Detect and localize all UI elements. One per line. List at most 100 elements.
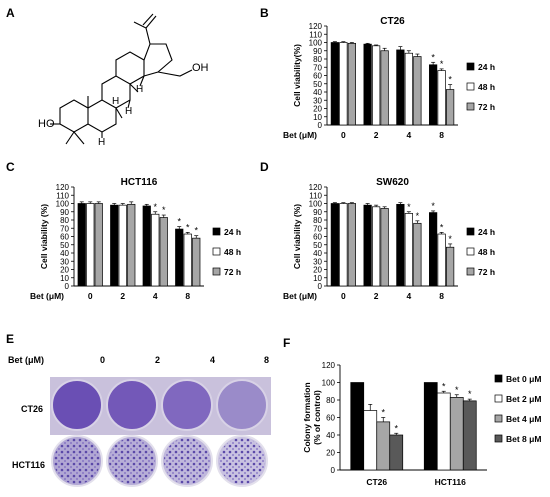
panel-letter-c: C	[6, 160, 15, 174]
chart-f-legend-swatch	[494, 394, 503, 403]
chart-b-ylabel: Cell viability(%)	[292, 44, 302, 107]
chart-f-bar	[363, 410, 378, 471]
dose-2: 2	[155, 355, 161, 365]
chart-b-ytick-label: 80	[313, 55, 322, 64]
panel-letter-b: B	[260, 6, 269, 20]
dose-label: Bet (μM)	[8, 355, 44, 365]
chart-f-bar	[436, 392, 451, 471]
dose-8: 8	[264, 355, 270, 365]
chart-c-legend-swatch	[212, 267, 221, 276]
chart-b-ytick-label: 110	[309, 30, 322, 39]
chart-c-legend-swatch	[212, 227, 221, 236]
plate-ct26-0	[51, 379, 103, 431]
chart-c-ytick-label: 10	[60, 274, 69, 283]
chart-c-ytick-label: 40	[60, 249, 69, 258]
chart-f-legend-swatch	[494, 374, 503, 383]
plate-hct116-4	[161, 435, 213, 487]
chart-f-significance-star: *	[468, 389, 472, 399]
chart-c-ytick-label: 20	[60, 266, 69, 275]
atom-label-h-2: H	[112, 96, 120, 107]
chart-f-ytick-label: 80	[326, 396, 335, 405]
chart-b-ytick-label: 40	[313, 88, 322, 97]
chart-f-bar	[350, 382, 365, 471]
chart-c-legend-label: 48 h	[224, 247, 241, 257]
chart-d-xlabel: Bet (μM)	[283, 291, 317, 301]
panel-letter-f: F	[283, 336, 291, 350]
chart-d-ytick-label: 90	[313, 208, 322, 217]
chart-d-significance-star: *	[431, 201, 435, 211]
chart-b-ytick-label: 0	[318, 121, 323, 130]
chart-d-ytick-label: 120	[309, 183, 323, 192]
chart-d-ylabel: Cell viability (%)	[292, 204, 302, 269]
atom-label-h-3: H	[125, 106, 133, 117]
chart-d-legend-swatch	[466, 227, 475, 236]
chart-d-ytick-label: 40	[313, 249, 322, 258]
chart-d-legend-label: 72 h	[478, 267, 495, 277]
chart-f-bar	[376, 421, 391, 471]
chart-d-ytick-label: 80	[313, 216, 322, 225]
chart-c-ytick-label: 110	[56, 191, 69, 200]
chart-b-xlabel: Bet (μM)	[283, 130, 317, 140]
panel-letter-d: D	[260, 160, 269, 174]
chart-f-legend-label: Bet 8 μM	[506, 434, 541, 444]
chart-d-ytick-label: 60	[313, 233, 322, 242]
chart-c-title: HCT116	[121, 177, 158, 188]
chart-c-xlabel: Bet (μM)	[30, 291, 64, 301]
chart-c-significance-star: *	[153, 202, 157, 212]
chart-b-category-label: 2	[374, 130, 379, 140]
plate-ct26-2	[106, 379, 158, 431]
chart-d-ytick-label: 0	[318, 282, 323, 291]
chart-f-bar	[462, 400, 477, 471]
chart-b-significance-star: *	[431, 52, 435, 62]
atom-label-h-4: H	[136, 84, 144, 95]
chart-c-legend-label: 24 h	[224, 227, 241, 237]
chart-d-ytick-label: 100	[309, 200, 323, 209]
chart-f-ylabel: Colony formation(% of control)	[302, 382, 322, 452]
chart-c-ytick-label: 90	[60, 208, 69, 217]
chart-f-legend-swatch	[494, 414, 503, 423]
chart-b-ytick-label: 90	[313, 47, 322, 56]
chart-c-category-label: 2	[120, 291, 125, 301]
chart-f-bar	[389, 434, 404, 471]
chart-d-significance-star: *	[416, 211, 420, 221]
chart-b-ytick-label: 70	[313, 63, 322, 72]
chart-c-category-label: 8	[185, 291, 190, 301]
dose-4: 4	[210, 355, 216, 365]
chart-f-bar	[423, 382, 438, 471]
chart-d-ytick-label: 110	[309, 191, 322, 200]
chart-f-significance-star: *	[381, 408, 385, 418]
chart-d-category-label: 0	[341, 291, 346, 301]
chart-d-ytick-label: 20	[313, 266, 322, 275]
chart-f-ytick-label: 120	[322, 361, 336, 370]
chart-d-category-label: 4	[407, 291, 412, 301]
chart-d-legend-label: 24 h	[478, 227, 495, 237]
chart-f-legend-label: Bet 2 μM	[506, 394, 541, 404]
chart-d-category-label: 8	[439, 291, 444, 301]
chart-b-ytick-label: 20	[313, 105, 322, 114]
panel-letter-e: E	[6, 332, 15, 346]
chart-b-legend-label: 24 h	[478, 62, 495, 72]
chart-c-ytick-label: 50	[60, 241, 69, 250]
chart-b-category-label: 8	[439, 130, 444, 140]
chart-c-ylabel: Cell viability (%)	[39, 204, 49, 269]
chart-f-ytick-label: 20	[326, 449, 335, 458]
chart-f-category-label: CT26	[366, 477, 387, 487]
chart-c-legend-swatch	[212, 247, 221, 256]
chart-b-legend-swatch	[466, 62, 475, 71]
chart-f-ytick-label: 0	[331, 466, 336, 475]
chart-f-legend-swatch	[494, 434, 503, 443]
chart-b-ytick-label: 100	[309, 39, 323, 48]
chart-b-title: CT26	[380, 16, 405, 27]
chart-d-significance-star: *	[440, 222, 444, 232]
atom-label-ho: HO	[38, 118, 55, 130]
chart-d-ytick-label: 10	[313, 274, 322, 283]
chart-f-ytick-label: 60	[326, 414, 335, 423]
chart-c-ytick-label: 80	[60, 216, 69, 225]
chart-b-legend-label: 72 h	[478, 102, 495, 112]
plate-hct116-2	[106, 435, 158, 487]
